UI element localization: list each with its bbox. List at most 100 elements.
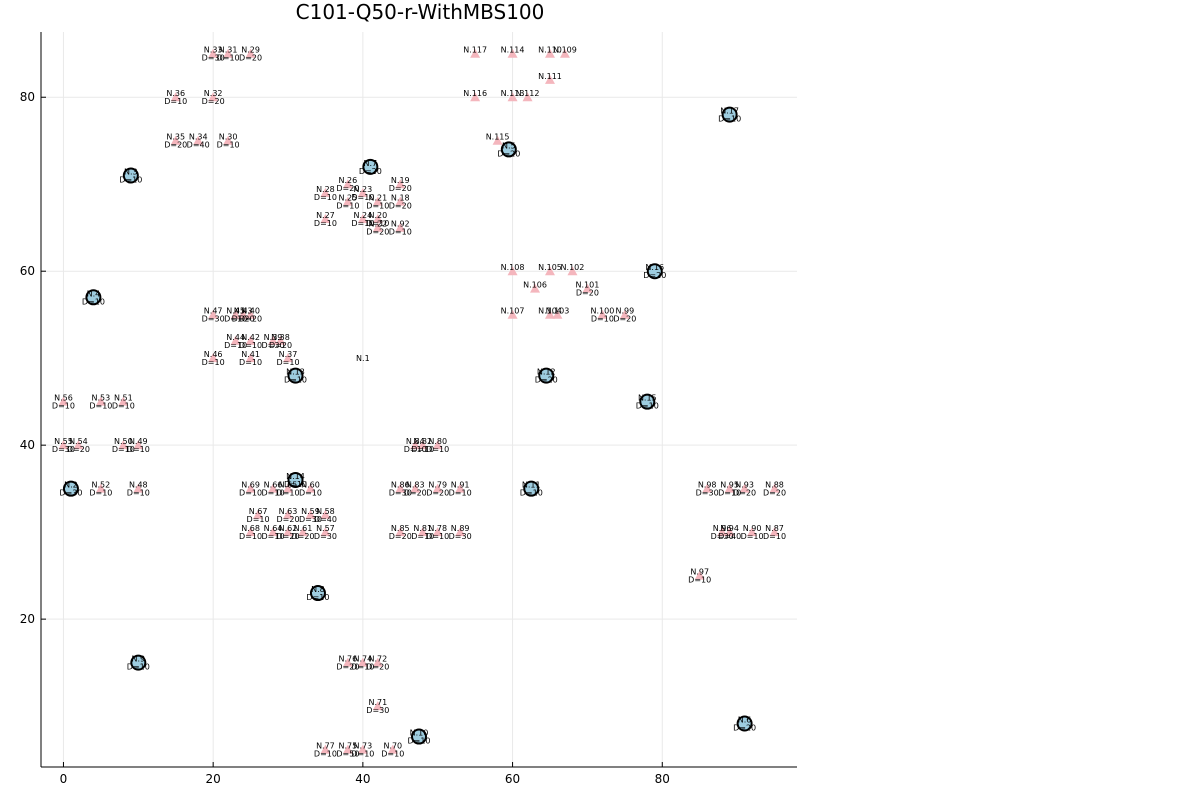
point-label: N.69 [241, 481, 260, 490]
customer-marker [357, 214, 368, 224]
point-label: N.94 [720, 524, 739, 533]
demand-label: D=20 [643, 271, 666, 280]
demand-label: D=40 [314, 515, 337, 524]
point-label: N.62 [279, 524, 298, 533]
point-label: N.95 [720, 481, 739, 490]
demand-label: D=30 [696, 489, 719, 498]
y-tick-label: 60 [20, 264, 35, 278]
customer-marker [432, 440, 443, 450]
point-label: N.47 [204, 307, 223, 316]
point-label: N.37 [279, 350, 298, 359]
demand-label: D=10 [276, 489, 299, 498]
demand-label: D=30 [299, 515, 322, 524]
point-label: N.86 [391, 481, 410, 490]
customer-marker [223, 48, 234, 58]
point-label: N.4 [87, 289, 101, 298]
point-label: N.12 [537, 368, 556, 377]
demand-label: D=10 [127, 663, 150, 672]
demand-label: D=10 [426, 445, 449, 454]
demand-label: D=10 [119, 176, 142, 185]
point-label: N.116 [463, 89, 487, 98]
point-label: N.92 [391, 220, 410, 229]
station-marker [646, 263, 663, 280]
point-labels: N.33D=30N.31D=10N.29D=20N.36D=10N.32D=20… [52, 46, 786, 759]
point-label: N.56 [54, 394, 73, 403]
point-label: N.27 [316, 211, 335, 220]
point-label: N.51 [114, 394, 133, 403]
point-label: N.48 [129, 481, 148, 490]
point-label: N.8 [311, 585, 325, 594]
point-label: N.85 [391, 524, 410, 533]
demand-label: D=20 [239, 54, 262, 63]
customer-marker [357, 187, 368, 197]
customer-marker [769, 483, 780, 493]
customer-marker [208, 92, 219, 102]
customer-marker [769, 527, 780, 537]
customer-marker [507, 309, 518, 319]
customer-marker [170, 92, 181, 102]
customer-marker [118, 396, 129, 406]
demand-label: D=20 [426, 489, 449, 498]
customer-marker [268, 527, 279, 537]
station-marker [736, 715, 753, 732]
customer-marker [717, 527, 728, 537]
point-label: N.96 [713, 524, 732, 533]
customer-marker [238, 309, 249, 319]
customer-marker [320, 187, 331, 197]
point-label: N.110 [538, 46, 562, 55]
point-label: N.29 [241, 46, 260, 55]
demand-label: D=10 [112, 445, 135, 454]
customer-marker [372, 196, 383, 206]
demand-label: D=10 [449, 489, 472, 498]
demand-label: D=10 [82, 297, 105, 306]
demand-label: D=10 [52, 402, 75, 411]
customer-marker [417, 440, 428, 450]
demand-label: D=40 [187, 141, 210, 150]
demand-label: D=10 [112, 402, 135, 411]
point-label: N.13 [286, 368, 305, 377]
point-label: N.64 [264, 524, 283, 533]
point-label: N.104 [538, 307, 562, 316]
customer-marker [245, 309, 256, 319]
point-label: N.38 [271, 333, 290, 342]
point-label: N.89 [451, 524, 470, 533]
customer-marker [357, 657, 368, 667]
demand-label: D=10 [366, 219, 389, 228]
point-label: N.33 [204, 46, 223, 55]
x-tick-label: 40 [355, 772, 370, 786]
depot-label: N.1 [356, 354, 370, 363]
point-label: N.61 [294, 524, 313, 533]
point-label: N.99 [615, 307, 634, 316]
customer-marker [58, 396, 69, 406]
customer-marker [230, 309, 241, 319]
station-marker [287, 471, 304, 488]
customer-marker [320, 214, 331, 224]
demand-label: D=10 [224, 315, 247, 324]
point-label: N.114 [501, 46, 525, 55]
demand-label: D=20 [733, 724, 756, 733]
point-label: N.115 [486, 133, 510, 142]
point-label: N.11 [522, 481, 541, 490]
point-label: N.26 [339, 176, 358, 185]
customer-marker [95, 483, 106, 493]
station-marker [639, 393, 656, 410]
demand-label: D=10 [276, 358, 299, 367]
demand-label: D=20 [336, 184, 359, 193]
point-label: N.32 [204, 89, 223, 98]
demand-label: D=10 [89, 489, 112, 498]
point-label: N.17 [720, 107, 739, 116]
customer-marker [297, 527, 308, 537]
customer-marker [357, 744, 368, 754]
point-label: N.93 [735, 481, 754, 490]
demand-label: D=10 [239, 489, 262, 498]
point-label: N.111 [538, 72, 562, 81]
point-label: N.20 [368, 211, 387, 220]
demand-label: D=20 [164, 141, 187, 150]
demand-label: D=10 [284, 480, 307, 489]
point-label: N.117 [463, 46, 487, 55]
demand-label: D=20 [291, 532, 314, 541]
demand-label: D=20 [67, 445, 90, 454]
point-label: N.67 [249, 507, 268, 516]
point-label: N.102 [561, 263, 585, 272]
